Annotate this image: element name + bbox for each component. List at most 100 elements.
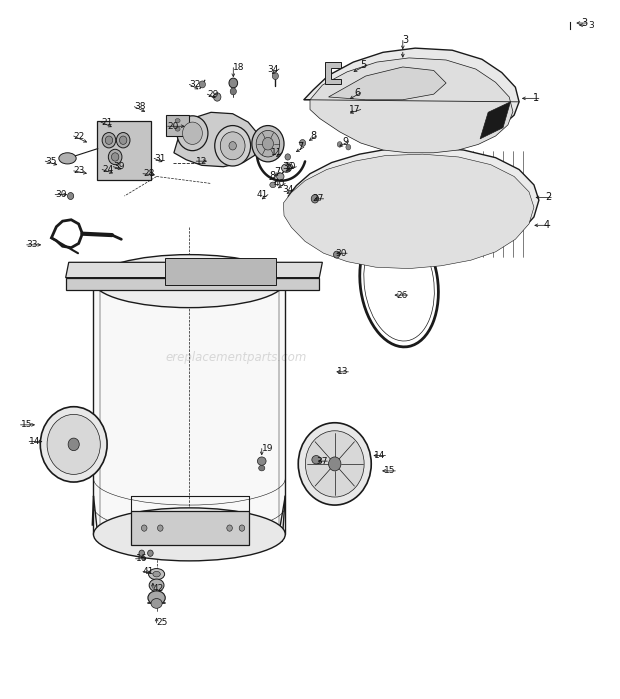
Ellipse shape <box>229 142 236 150</box>
Ellipse shape <box>112 153 119 161</box>
Ellipse shape <box>148 550 153 556</box>
Ellipse shape <box>277 173 284 180</box>
Ellipse shape <box>59 153 76 164</box>
Ellipse shape <box>227 525 232 531</box>
Text: 25: 25 <box>157 619 168 628</box>
Text: 14: 14 <box>374 451 386 460</box>
Text: 4: 4 <box>544 220 550 231</box>
Ellipse shape <box>213 93 221 101</box>
Ellipse shape <box>259 466 265 471</box>
Text: 9: 9 <box>342 136 348 147</box>
Ellipse shape <box>299 140 306 147</box>
Ellipse shape <box>105 136 113 145</box>
Ellipse shape <box>151 598 162 608</box>
Text: 34: 34 <box>268 64 279 73</box>
Text: 38: 38 <box>135 102 146 111</box>
Ellipse shape <box>306 431 364 497</box>
Ellipse shape <box>148 591 166 605</box>
Ellipse shape <box>149 568 165 579</box>
Text: 14: 14 <box>29 437 40 446</box>
Polygon shape <box>329 67 446 100</box>
Ellipse shape <box>199 81 205 88</box>
Polygon shape <box>174 113 259 167</box>
Text: 3: 3 <box>403 36 409 45</box>
Text: 2: 2 <box>545 192 551 203</box>
Polygon shape <box>304 48 519 143</box>
Ellipse shape <box>270 182 276 187</box>
Text: 7: 7 <box>274 167 280 178</box>
Ellipse shape <box>239 525 245 531</box>
Ellipse shape <box>329 457 341 471</box>
Ellipse shape <box>334 251 340 258</box>
Text: 31: 31 <box>154 154 166 163</box>
Text: 23: 23 <box>74 166 85 175</box>
Text: 36: 36 <box>283 162 294 171</box>
Polygon shape <box>480 102 510 139</box>
Ellipse shape <box>68 438 79 451</box>
Ellipse shape <box>182 122 202 145</box>
Text: 15: 15 <box>20 420 32 429</box>
Ellipse shape <box>346 145 351 150</box>
Text: 22: 22 <box>74 131 85 140</box>
Ellipse shape <box>153 571 161 577</box>
Text: 24: 24 <box>102 165 113 174</box>
Polygon shape <box>66 278 319 290</box>
Polygon shape <box>66 262 322 278</box>
Text: 33: 33 <box>27 240 38 250</box>
Text: 35: 35 <box>45 157 57 166</box>
Text: 20: 20 <box>168 122 179 131</box>
Text: 17: 17 <box>349 105 361 114</box>
Text: 41: 41 <box>143 567 154 576</box>
Ellipse shape <box>40 407 107 482</box>
Text: 29: 29 <box>207 89 219 99</box>
Ellipse shape <box>281 164 291 173</box>
Ellipse shape <box>102 133 116 148</box>
Ellipse shape <box>220 132 245 160</box>
Text: 39: 39 <box>113 162 125 171</box>
Ellipse shape <box>215 126 250 166</box>
Ellipse shape <box>311 194 319 203</box>
Ellipse shape <box>175 127 180 131</box>
Text: 41: 41 <box>257 190 268 199</box>
Ellipse shape <box>256 131 280 157</box>
Text: 10: 10 <box>285 162 296 171</box>
Text: 15: 15 <box>384 466 396 475</box>
Ellipse shape <box>117 133 130 148</box>
Text: 7: 7 <box>298 142 304 152</box>
FancyBboxPatch shape <box>165 258 276 284</box>
Text: 8: 8 <box>269 171 275 182</box>
Text: 21: 21 <box>101 117 112 127</box>
Ellipse shape <box>272 73 278 80</box>
Ellipse shape <box>177 116 208 151</box>
Ellipse shape <box>257 457 266 466</box>
Ellipse shape <box>94 508 285 561</box>
Polygon shape <box>283 154 534 268</box>
Ellipse shape <box>68 192 74 199</box>
Text: 27: 27 <box>312 194 324 203</box>
Ellipse shape <box>94 254 285 308</box>
Text: 37: 37 <box>316 456 327 466</box>
Text: 12: 12 <box>196 157 208 166</box>
Text: 13: 13 <box>337 367 348 376</box>
Text: 11: 11 <box>271 148 282 157</box>
Ellipse shape <box>252 126 284 162</box>
Ellipse shape <box>298 423 371 505</box>
Ellipse shape <box>141 525 147 531</box>
Text: 30: 30 <box>335 249 347 258</box>
FancyBboxPatch shape <box>97 122 151 180</box>
Text: 3: 3 <box>588 20 594 29</box>
Text: 26: 26 <box>396 291 408 300</box>
Ellipse shape <box>120 136 127 145</box>
Polygon shape <box>94 281 285 534</box>
Text: 5: 5 <box>361 60 367 70</box>
Text: 42: 42 <box>153 584 164 593</box>
Ellipse shape <box>47 415 100 475</box>
Text: 30: 30 <box>55 190 66 199</box>
FancyBboxPatch shape <box>131 512 249 545</box>
Text: 19: 19 <box>262 444 273 453</box>
Text: 16: 16 <box>136 554 147 563</box>
Ellipse shape <box>337 142 342 147</box>
Text: 32: 32 <box>189 80 201 89</box>
Ellipse shape <box>175 119 180 123</box>
Polygon shape <box>288 147 539 261</box>
